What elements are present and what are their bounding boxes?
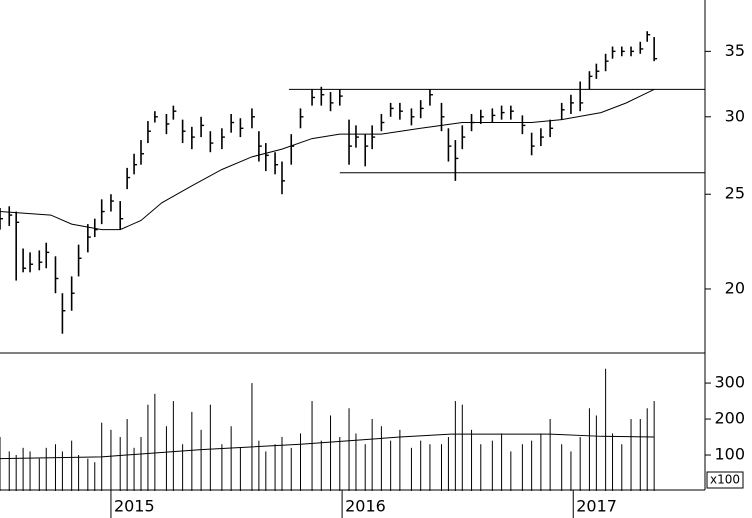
x-tick-label: 2016 — [345, 497, 386, 516]
volume-y-tick-label: 300 — [714, 373, 745, 392]
volume-unit-label: x100 — [710, 473, 740, 487]
y-tick-label: 25 — [725, 184, 745, 203]
y-tick-label: 35 — [725, 41, 745, 60]
volume-y-tick-label: 100 — [714, 445, 745, 464]
volume-y-tick-label: 200 — [714, 409, 745, 428]
unit-box — [706, 471, 744, 489]
volume-moving-average — [0, 433, 655, 460]
y-tick-label: 20 — [725, 278, 745, 297]
moving-average — [0, 88, 655, 231]
y-tick-label: 30 — [725, 106, 745, 125]
x-tick-label: 2015 — [114, 497, 155, 516]
x-tick-label: 2017 — [576, 497, 617, 516]
